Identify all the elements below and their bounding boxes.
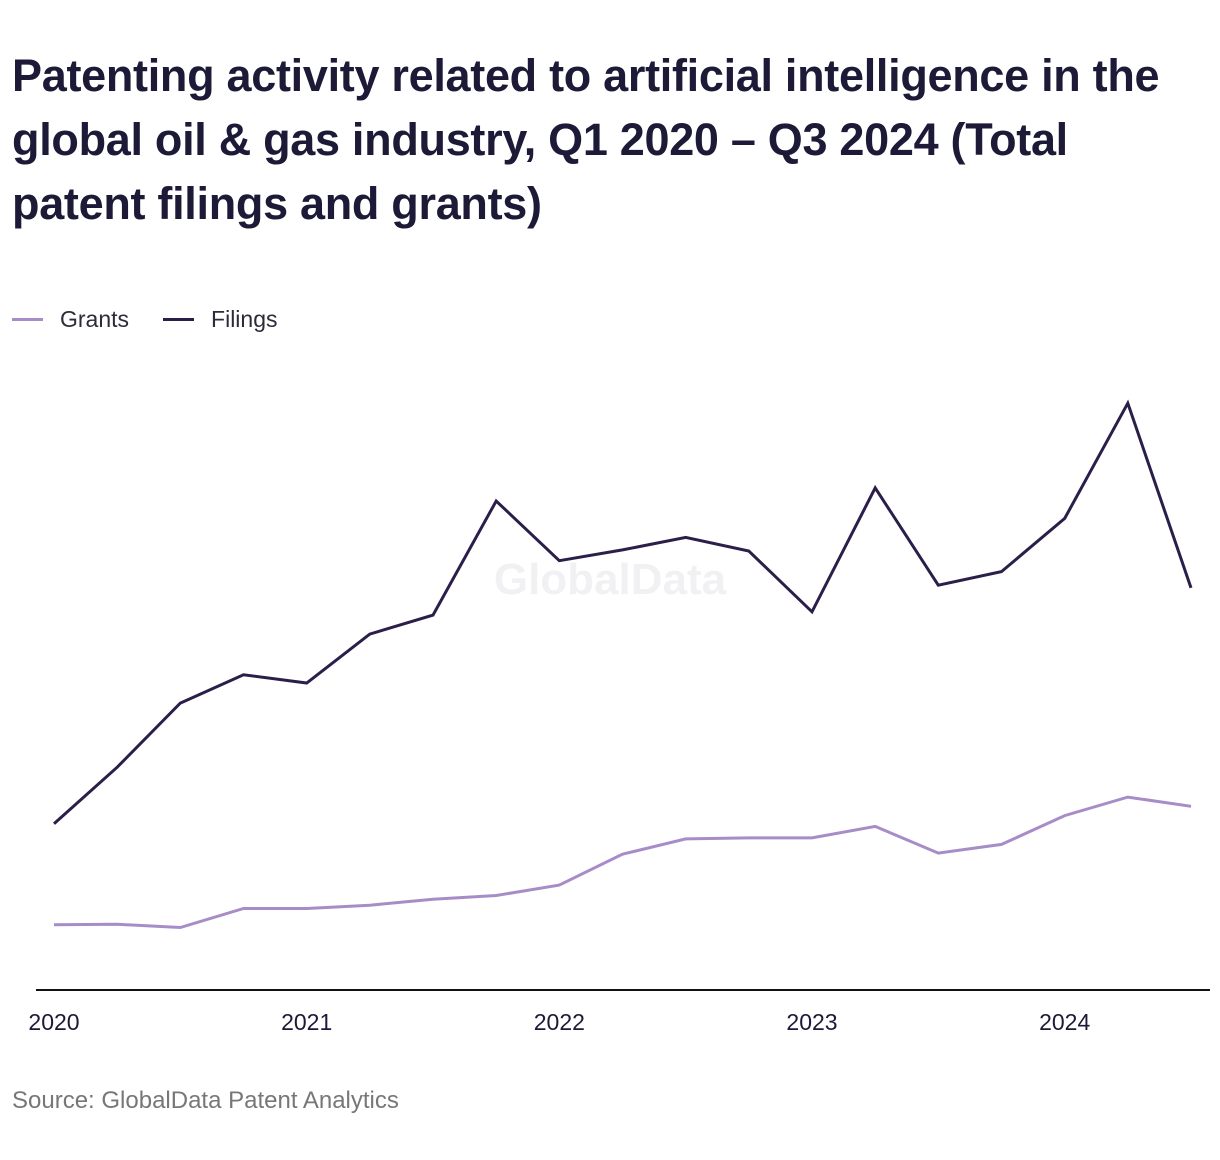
x-tick-label-2022: 2022 [534, 1009, 585, 1035]
x-tick-label-2020: 2020 [28, 1009, 79, 1035]
x-tick-label-2023: 2023 [786, 1009, 837, 1035]
legend-swatch-grants [12, 318, 43, 321]
chart-title: Patenting activity related to artificial… [12, 50, 1160, 229]
x-tick-label-2021: 2021 [281, 1009, 332, 1035]
x-tick-labels: 2020 2021 2022 2023 2024 [28, 1009, 1090, 1035]
x-tick-label-2024: 2024 [1039, 1009, 1090, 1035]
watermark: GlobalData [494, 555, 727, 604]
line-chart: GlobalData 2020 2021 2022 2023 2024 [28, 399, 1210, 1035]
legend-label-grants: Grants [60, 306, 130, 332]
series-line-grants [53, 795, 1192, 930]
legend-label-filings: Filings [211, 306, 278, 332]
legend-swatch-filings [163, 318, 195, 321]
legend-item-filings: Filings [163, 306, 278, 333]
legend-item-grants: Grants [12, 306, 129, 333]
series-line-filings [53, 399, 1193, 825]
series-layer [53, 399, 1193, 930]
legend: Grants Filings [12, 306, 312, 333]
source-note: Source: GlobalData Patent Analytics [12, 1087, 399, 1114]
